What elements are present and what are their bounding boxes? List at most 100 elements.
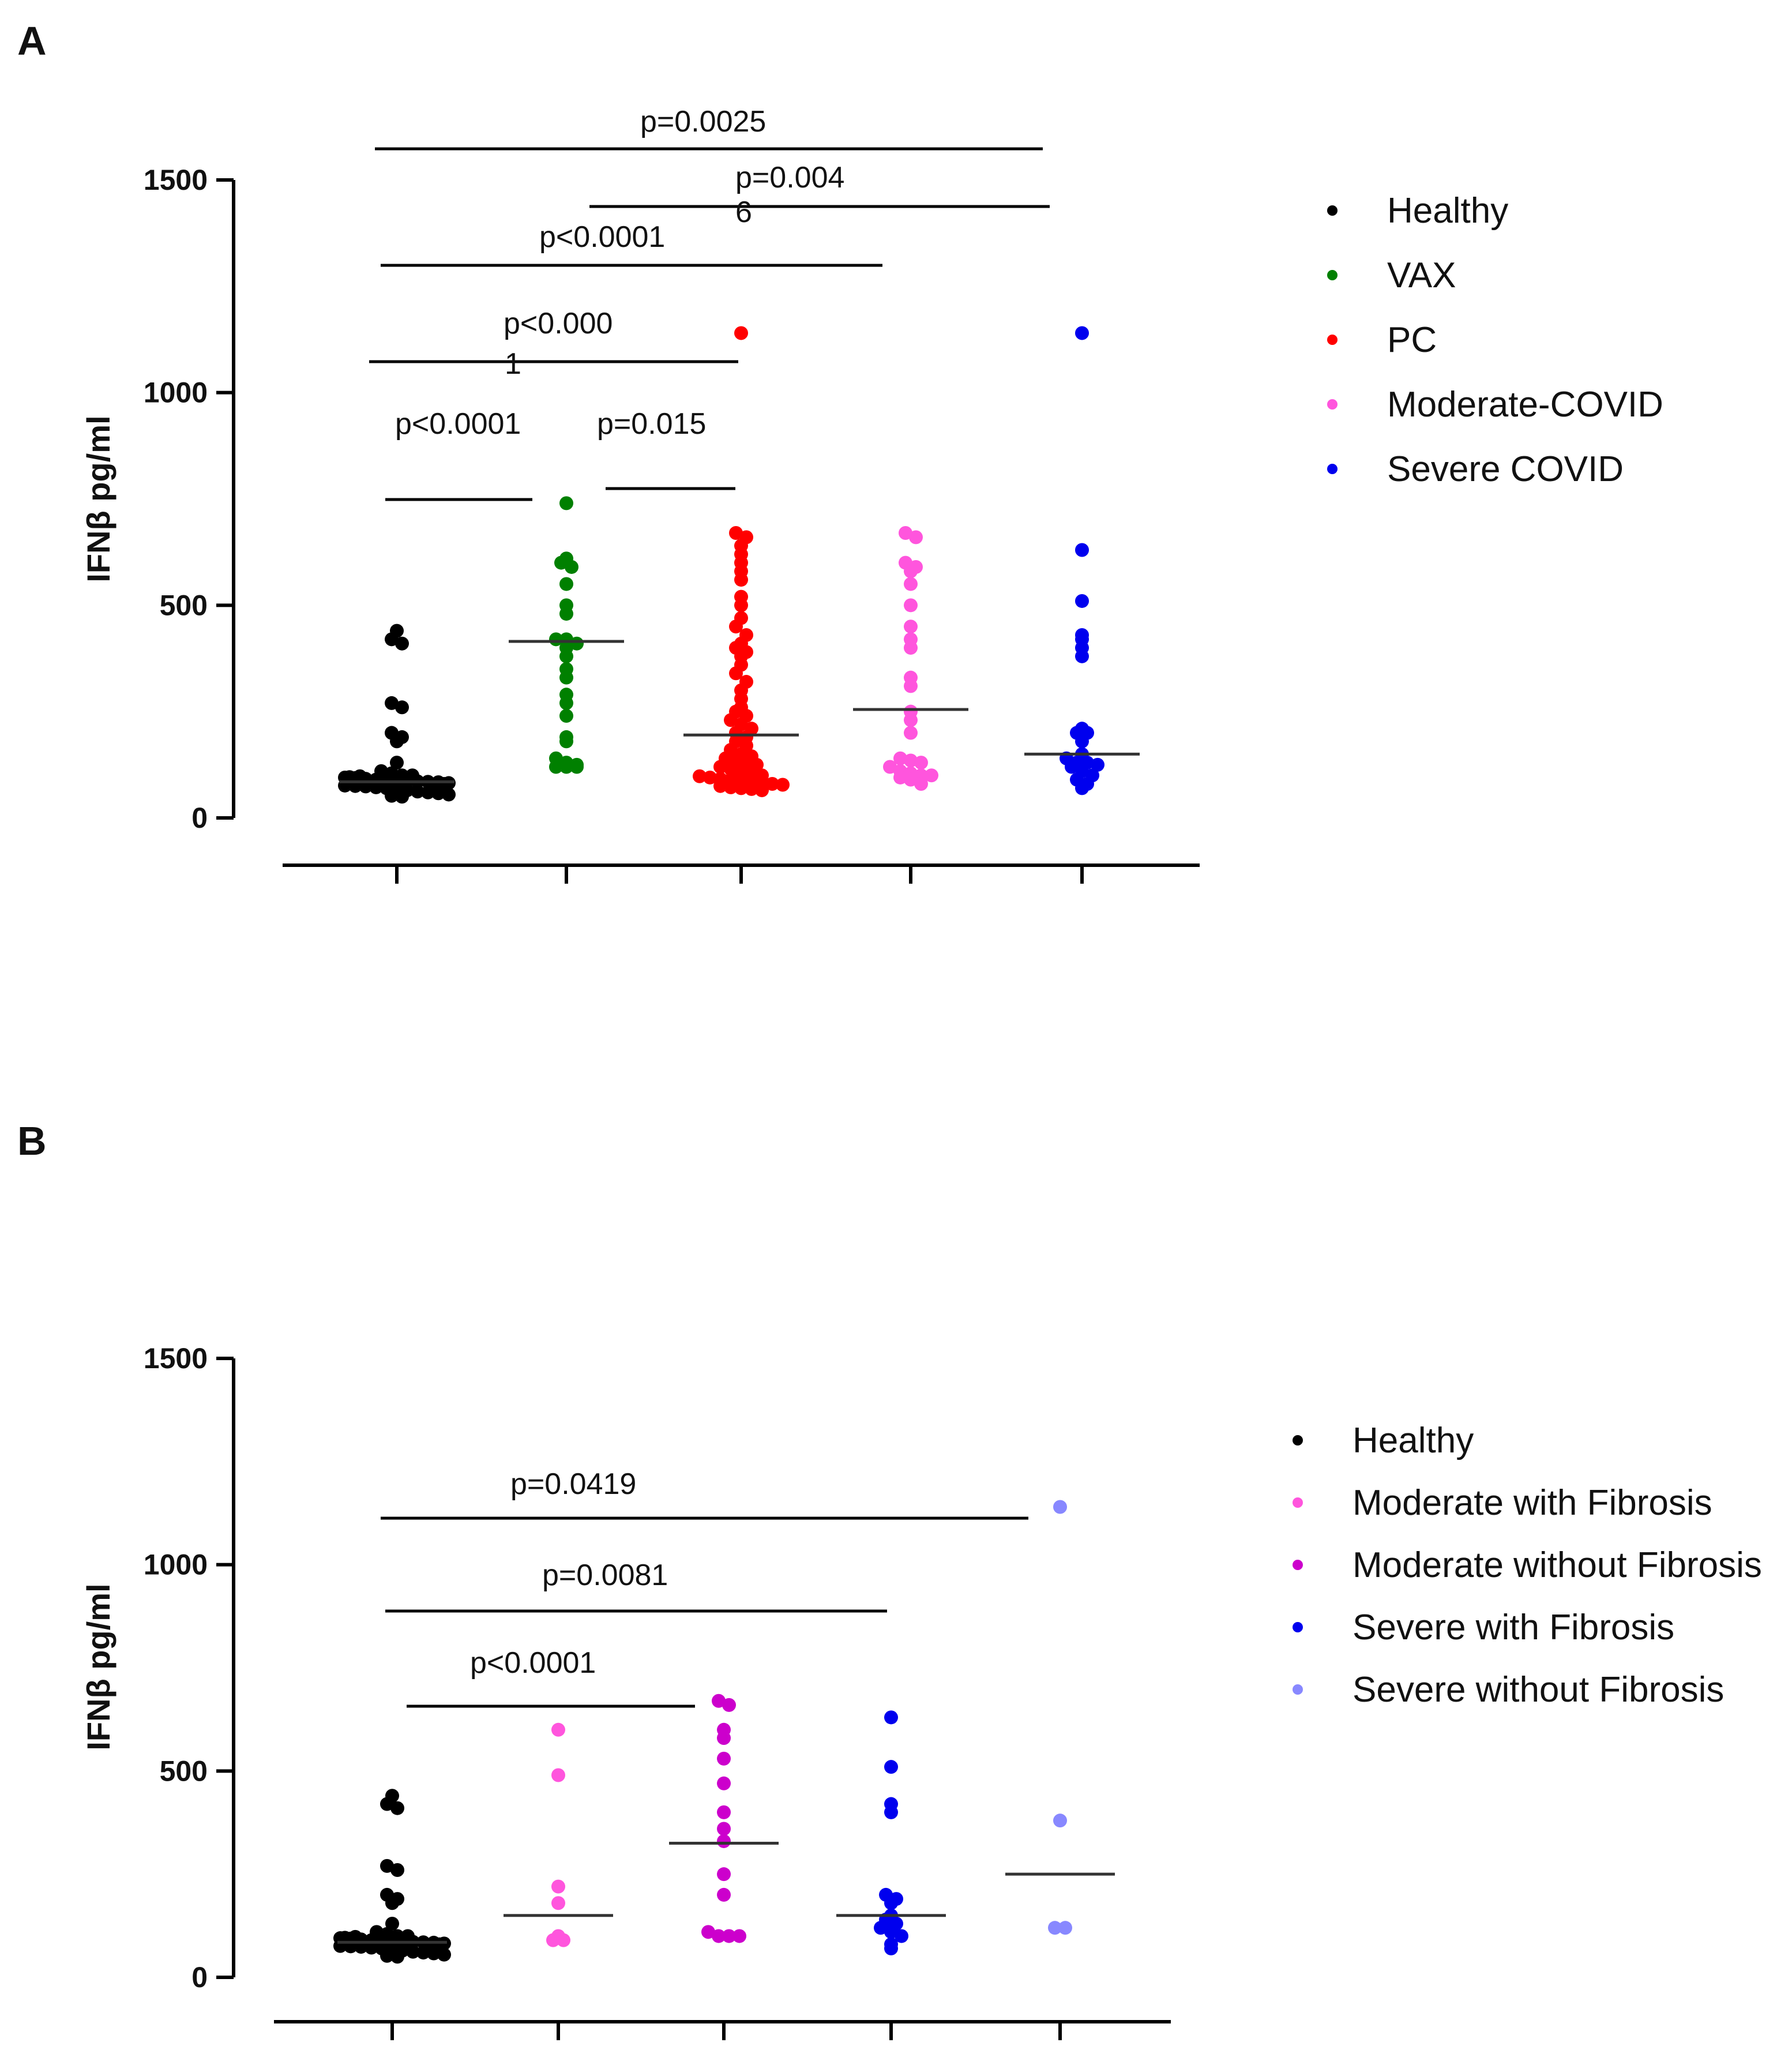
data-point xyxy=(1075,543,1089,557)
data-point xyxy=(729,666,743,681)
data-point xyxy=(717,1805,731,1819)
data-point xyxy=(724,762,738,776)
data-point xyxy=(884,1925,898,1939)
series-severe-without-fibrosis xyxy=(1005,1500,1115,1935)
p-value-label: p=0.0025 xyxy=(640,105,766,138)
y-tick-label: 1500 xyxy=(144,1342,208,1375)
data-point xyxy=(717,1887,731,1902)
series-moderate-covid xyxy=(853,525,968,791)
data-point xyxy=(899,525,912,540)
data-point xyxy=(411,784,424,799)
data-point xyxy=(1058,1921,1072,1935)
data-point xyxy=(1048,1921,1062,1935)
data-point xyxy=(1053,1500,1067,1514)
series-healthy xyxy=(333,1789,451,1964)
data-point xyxy=(909,530,923,545)
data-point xyxy=(559,696,573,710)
data-point xyxy=(904,641,918,655)
legend-marker xyxy=(1293,1560,1303,1570)
data-point xyxy=(385,1896,399,1910)
data-point xyxy=(1075,649,1089,663)
data-point xyxy=(884,1805,898,1819)
data-point xyxy=(390,1863,404,1878)
data-point xyxy=(717,1731,731,1745)
data-point xyxy=(390,1950,404,1964)
data-point xyxy=(427,1946,441,1961)
data-point xyxy=(904,772,918,787)
data-point xyxy=(717,1822,731,1836)
data-point xyxy=(559,496,573,510)
data-point xyxy=(734,598,748,613)
data-point xyxy=(734,573,748,587)
legend: Healthy VAX PC Moderate-COVID Severe COVID xyxy=(1327,191,1663,489)
data-point xyxy=(717,1776,731,1790)
data-point xyxy=(442,787,456,802)
data-point xyxy=(904,620,918,634)
data-point xyxy=(755,783,769,798)
data-point xyxy=(914,777,928,791)
data-point xyxy=(395,700,409,715)
series-healthy xyxy=(338,624,456,804)
legend-marker xyxy=(1293,1622,1303,1632)
data-point xyxy=(559,670,573,685)
data-point xyxy=(395,790,409,804)
data-point xyxy=(549,760,563,774)
y-axis-title: IFNβ pg/ml xyxy=(80,415,117,582)
series-pc xyxy=(683,326,799,798)
data-point xyxy=(765,777,779,791)
legend-marker xyxy=(1293,1497,1303,1508)
p-value-label: p=0.004 xyxy=(735,161,844,194)
data-point xyxy=(380,1797,394,1811)
p-value-label-continuation: 1 xyxy=(505,347,521,381)
data-point xyxy=(369,780,383,794)
data-point xyxy=(385,789,399,803)
data-point xyxy=(437,1947,451,1962)
legend-label: Severe COVID xyxy=(1387,449,1624,489)
data-point xyxy=(1075,781,1089,795)
data-point xyxy=(904,713,918,727)
data-point xyxy=(1053,1814,1067,1828)
data-point xyxy=(380,1948,394,1963)
data-point xyxy=(893,770,907,784)
legend: Healthy Moderate with Fibrosis Moderate wi… xyxy=(1293,1421,1762,1710)
data-point xyxy=(724,713,738,727)
legend-label: Moderate with Fibrosis xyxy=(1353,1483,1712,1523)
p-value-label: p=0.0419 xyxy=(510,1467,636,1501)
data-point xyxy=(1075,734,1089,749)
panel-B: B 0 500 1000 1500 IFNβ pg/ml p<0.0001 p=0.0081 p… xyxy=(17,1118,1762,2040)
data-point xyxy=(729,620,743,634)
data-point xyxy=(904,679,918,693)
data-point xyxy=(701,1925,715,1939)
data-point xyxy=(722,1929,736,1943)
data-point xyxy=(717,1867,731,1882)
data-point xyxy=(390,756,404,770)
data-point xyxy=(904,598,918,613)
series-moderate-without-fibrosis xyxy=(669,1694,779,1943)
data-point xyxy=(874,1921,888,1935)
data-point xyxy=(395,636,409,651)
data-point xyxy=(1065,760,1079,774)
data-point xyxy=(551,1768,565,1782)
data-point xyxy=(385,696,399,710)
y-tick-label: 500 xyxy=(160,1755,208,1787)
data-point xyxy=(717,1751,731,1766)
data-point xyxy=(1075,594,1089,608)
data-point xyxy=(925,768,938,783)
data-point xyxy=(385,632,399,647)
data-point xyxy=(895,1929,908,1943)
y-tick-label: 1000 xyxy=(144,1549,208,1581)
data-point xyxy=(559,734,573,749)
data-point xyxy=(703,770,717,784)
data-point xyxy=(565,560,578,574)
data-point xyxy=(365,1940,378,1955)
data-point xyxy=(390,1801,404,1815)
data-point xyxy=(1091,757,1104,772)
p-value-label: p<0.0001 xyxy=(470,1646,596,1680)
data-point xyxy=(717,1834,731,1848)
series-vax xyxy=(509,496,624,774)
data-point xyxy=(385,1917,399,1931)
data-point xyxy=(546,1933,560,1947)
data-point xyxy=(713,760,727,774)
data-point xyxy=(559,649,573,663)
